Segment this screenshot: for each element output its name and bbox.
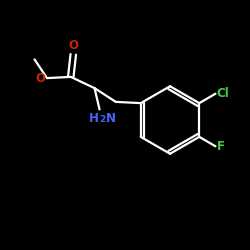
Text: H: H [88, 112, 98, 126]
Text: O: O [68, 39, 78, 52]
Text: 2: 2 [100, 115, 106, 124]
Text: O: O [36, 72, 46, 85]
Text: N: N [106, 112, 116, 126]
Text: Cl: Cl [217, 87, 230, 100]
Text: F: F [217, 140, 225, 153]
